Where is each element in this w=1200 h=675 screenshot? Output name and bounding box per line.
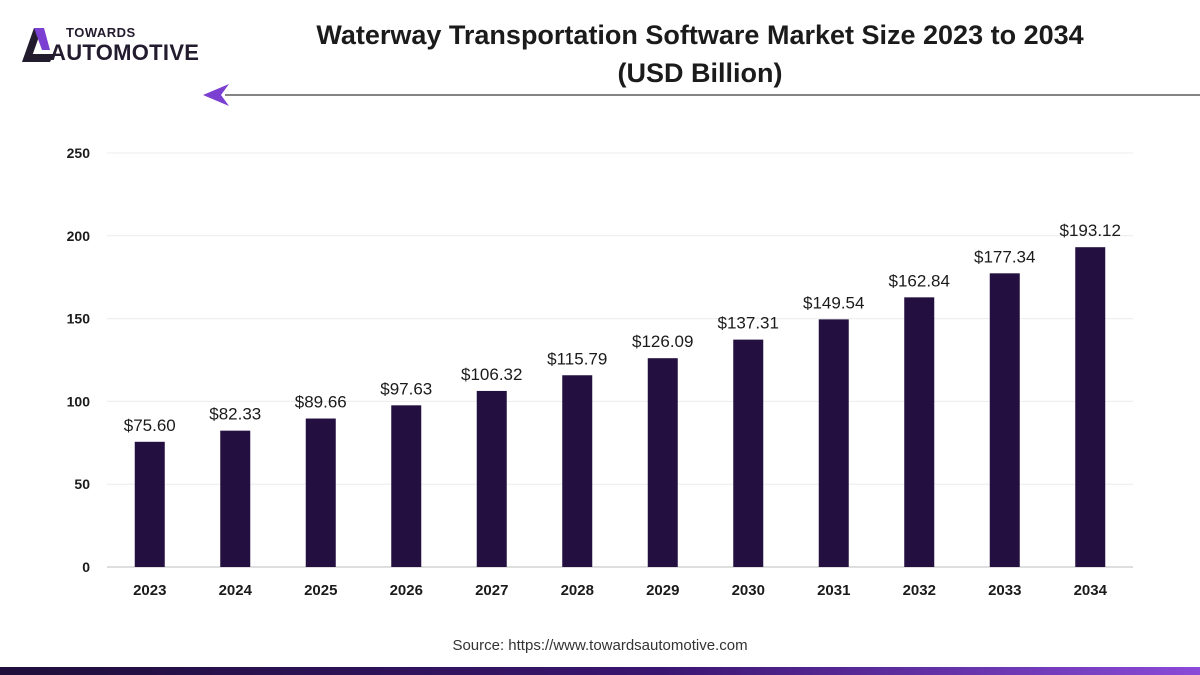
- chart-title-line1: Waterway Transportation Software Market …: [316, 20, 1084, 50]
- x-axis-ticks: 2023 2024 2025 2026 2027 2028 2029 2030 2031 2032…: [133, 582, 1108, 599]
- bar: [904, 297, 935, 567]
- bars: [134, 247, 1106, 567]
- brand-bottom-text: AUTOMOTIVE: [50, 40, 200, 65]
- chart-title: Waterway Transportation Software Market …: [250, 16, 1150, 92]
- bar: [989, 273, 1020, 567]
- bar: [562, 375, 593, 567]
- y-tick-label: 100: [67, 393, 91, 409]
- data-label: $115.79: [547, 349, 607, 368]
- bar: [476, 390, 507, 567]
- bar: [647, 358, 678, 567]
- x-tick-label: 2033: [988, 582, 1021, 599]
- x-tick-label: 2031: [817, 582, 850, 599]
- bar: [818, 319, 849, 567]
- data-label: $82.33: [209, 405, 261, 424]
- data-label: $97.63: [380, 379, 432, 398]
- data-label: $149.54: [803, 293, 864, 312]
- data-label: $106.32: [461, 365, 522, 384]
- bottom-accent-bar: [0, 667, 1200, 675]
- x-tick-label: 2029: [646, 582, 679, 599]
- x-tick-label: 2028: [561, 582, 594, 599]
- x-tick-label: 2027: [475, 582, 508, 599]
- source-note: Source: https://www.towardsautomotive.co…: [452, 637, 748, 654]
- x-tick-label: 2034: [1074, 582, 1108, 599]
- y-tick-label: 150: [67, 311, 91, 327]
- y-tick-label: 0: [82, 559, 90, 575]
- data-label: $162.84: [889, 271, 950, 290]
- x-tick-label: 2030: [732, 582, 765, 599]
- data-labels: $75.60 $82.33 $89.66 $97.63 $106.32 $115.79 $1…: [124, 221, 1121, 435]
- data-label: $137.31: [718, 314, 779, 333]
- y-tick-label: 250: [67, 145, 91, 161]
- y-axis-ticks: 0 50 100 150 200 250: [67, 145, 91, 575]
- x-tick-label: 2024: [219, 582, 253, 599]
- x-tick-label: 2023: [133, 582, 166, 599]
- brand-logo: TOWARDS AUTOMOTIVE: [20, 22, 220, 72]
- gridlines: [107, 152, 1133, 568]
- x-tick-label: 2026: [390, 582, 423, 599]
- y-tick-label: 50: [74, 476, 90, 492]
- bar: [733, 339, 764, 567]
- bar: [1075, 247, 1106, 567]
- bar: [134, 441, 165, 567]
- data-label: $177.34: [974, 247, 1035, 266]
- data-label: $193.12: [1060, 221, 1121, 240]
- data-label: $89.66: [295, 393, 347, 412]
- x-tick-label: 2025: [304, 582, 337, 599]
- arrow-left-icon: [203, 84, 229, 106]
- logo-mark-icon: [22, 28, 54, 62]
- bar: [391, 405, 422, 567]
- bar: [305, 418, 336, 567]
- data-label: $126.09: [632, 332, 693, 351]
- y-tick-label: 200: [67, 228, 91, 244]
- header-divider: [203, 84, 1200, 106]
- data-label: $75.60: [124, 416, 176, 435]
- x-tick-label: 2032: [903, 582, 936, 599]
- chart-title-line2: (USD Billion): [617, 58, 783, 88]
- bar: [220, 430, 251, 567]
- brand-top-text: TOWARDS: [66, 25, 136, 40]
